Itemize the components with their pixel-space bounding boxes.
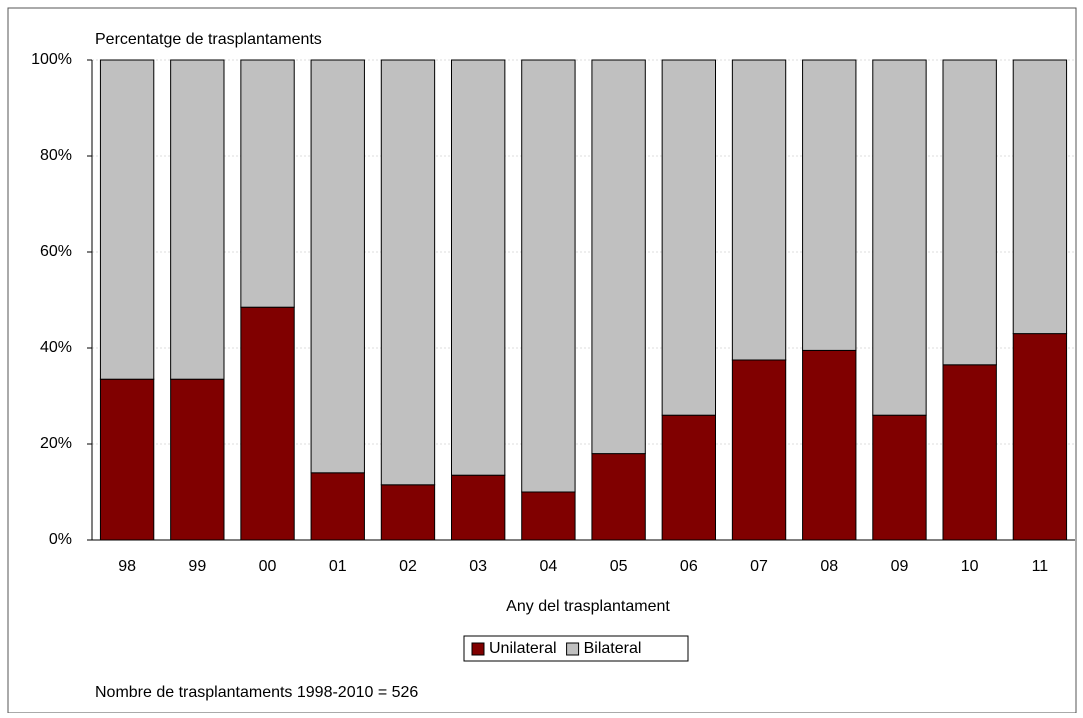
x-tick-label: 02 (399, 558, 417, 575)
x-tick-label: 10 (961, 558, 979, 575)
bar-segment (521, 59, 576, 493)
bar-segment (99, 59, 155, 380)
bar-segment (170, 378, 225, 541)
bar-segment (731, 359, 787, 541)
y-tick-label: 0% (49, 531, 72, 548)
bar-segment (872, 59, 927, 416)
y-tick-label: 100% (31, 51, 72, 68)
x-tick-label: 07 (750, 558, 768, 575)
bar-segment (942, 364, 997, 541)
y-axis-title: Percentatge de trasplantaments (95, 31, 322, 48)
legend-label: Bilateral (584, 640, 642, 657)
bar-segment (942, 59, 997, 366)
bar-segment (591, 59, 646, 455)
y-tick-label: 60% (40, 243, 72, 260)
bar-segment (1012, 333, 1068, 541)
bar-segment (731, 59, 787, 361)
bar-segment (240, 59, 295, 308)
bar-segment (450, 59, 506, 476)
bar-segment (872, 414, 927, 541)
bar-segment (521, 491, 576, 541)
x-axis-title: Any del trasplantament (506, 598, 670, 615)
y-tick-label: 80% (40, 147, 72, 164)
x-tick-label: 99 (188, 558, 206, 575)
x-tick-label: 05 (610, 558, 628, 575)
bar-segment (240, 306, 295, 541)
x-tick-label: 01 (329, 558, 347, 575)
x-tick-label: 09 (891, 558, 909, 575)
bar-segment (170, 59, 225, 380)
x-tick-label: 04 (539, 558, 557, 575)
x-tick-label: 03 (469, 558, 487, 575)
y-tick-label: 20% (40, 435, 72, 452)
x-tick-label: 08 (820, 558, 838, 575)
bar-segment (380, 59, 436, 486)
bar-segment (802, 59, 857, 351)
bar-segment (591, 453, 646, 541)
legend-label: Unilateral (489, 640, 557, 657)
bar-segment (661, 414, 717, 541)
bar-segment (450, 474, 506, 541)
bar-segment (310, 59, 365, 474)
x-tick-label: 98 (118, 558, 136, 575)
bar-segment (1012, 59, 1068, 335)
y-tick-label: 40% (40, 339, 72, 356)
footnote: Nombre de trasplantaments 1998-2010 = 52… (95, 684, 418, 701)
x-tick-label: 00 (259, 558, 277, 575)
x-tick-label: 06 (680, 558, 698, 575)
bar-segment (802, 349, 857, 541)
bar-segment (380, 484, 436, 541)
legend-swatch (566, 642, 580, 656)
bar-segment (661, 59, 717, 416)
bar-segment (310, 472, 365, 541)
x-tick-label: 11 (1032, 558, 1049, 575)
legend-swatch (471, 642, 485, 656)
bar-segment (99, 378, 155, 541)
